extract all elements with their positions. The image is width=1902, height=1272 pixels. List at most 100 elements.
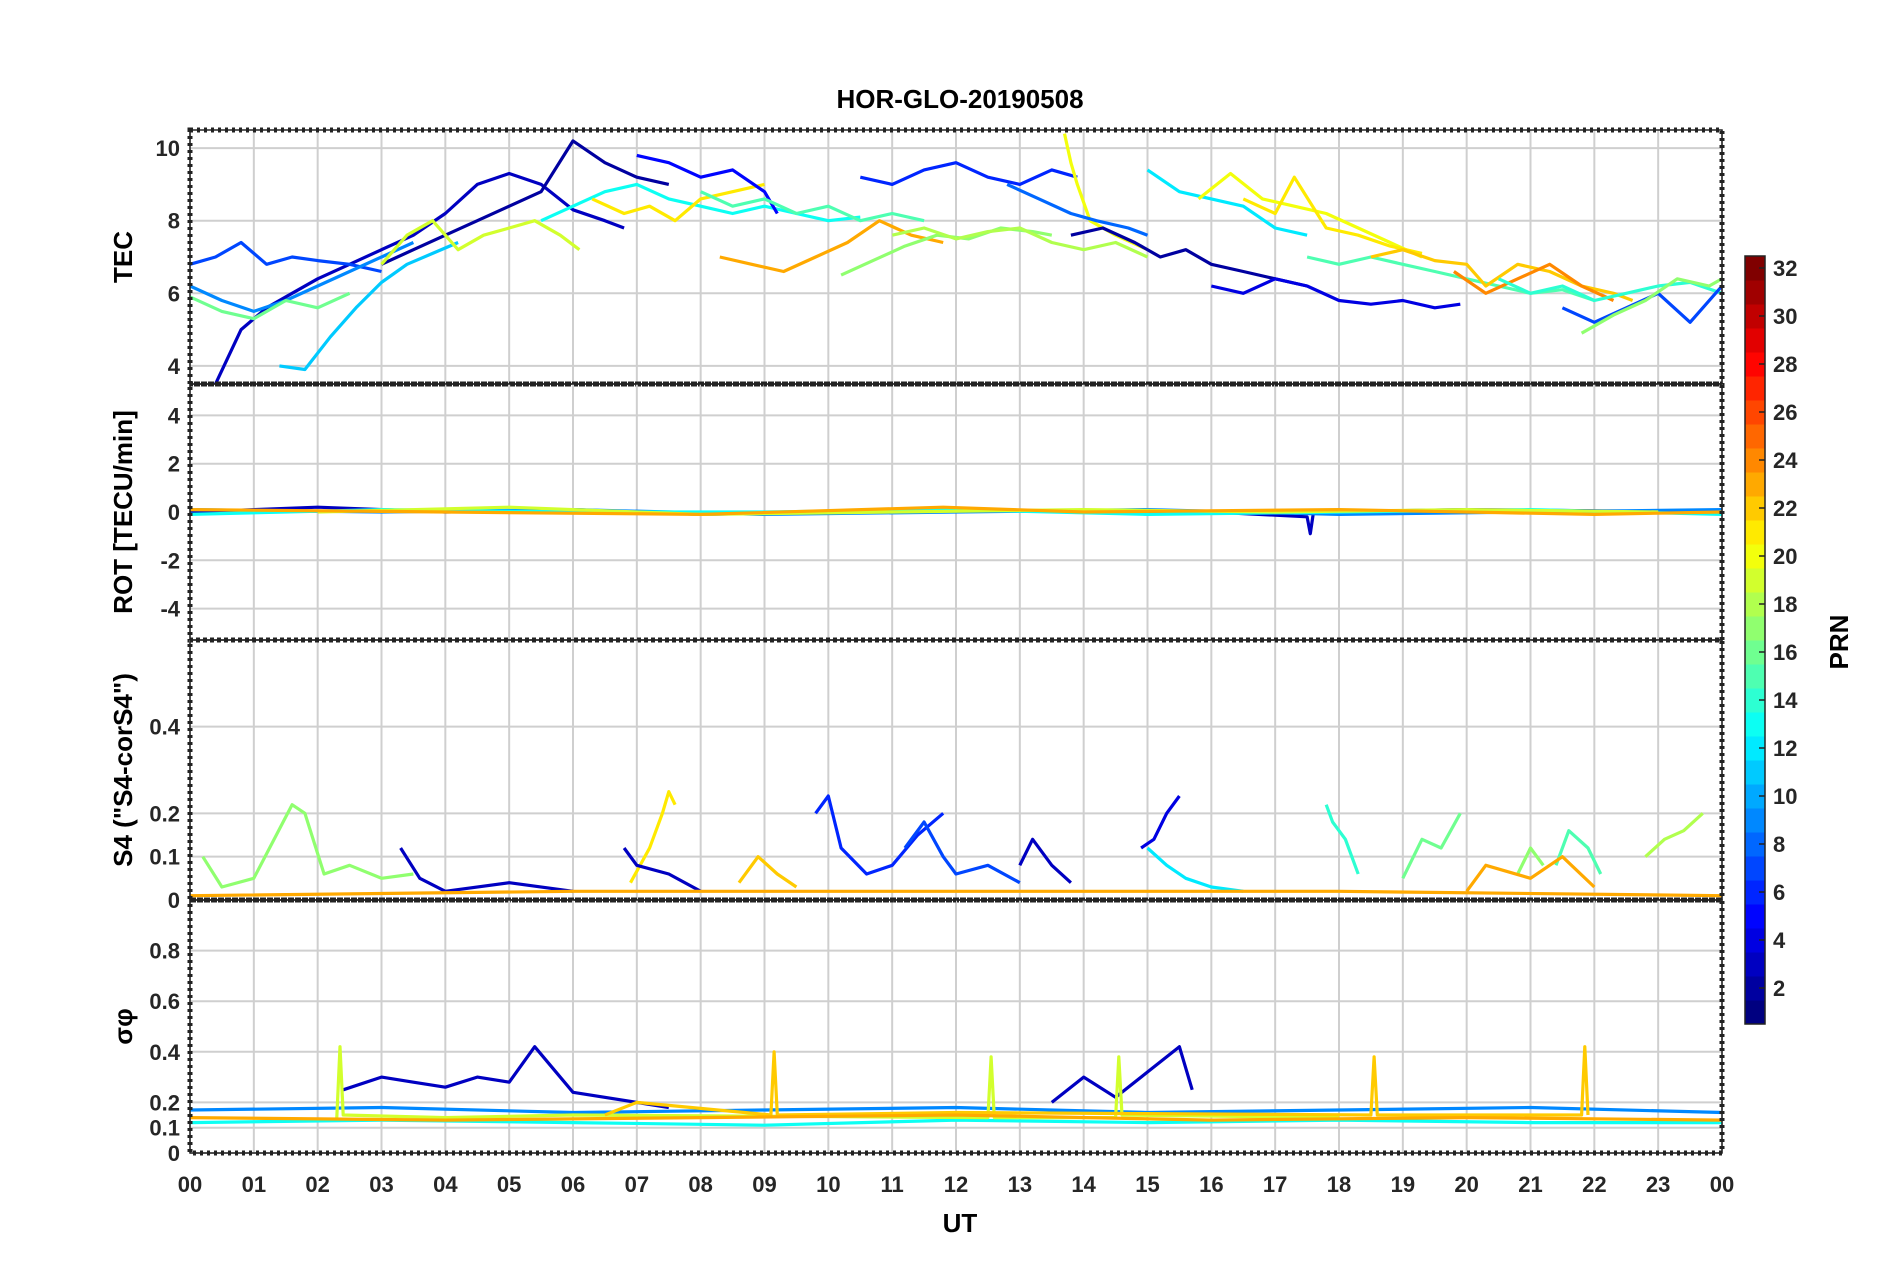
- series-line-prn-6: [859, 161, 1078, 186]
- colorbar-tick-label: 10: [1773, 784, 1797, 809]
- series-line-prn-12: [1146, 168, 1308, 237]
- series-line-prn-6: [814, 794, 945, 876]
- y-axis-label: TEC: [108, 231, 138, 283]
- series-line-prn-3: [1050, 1045, 1194, 1104]
- series-line-prn-9: [190, 241, 415, 313]
- colorbar-swatch: [1745, 856, 1765, 881]
- colorbar-swatch: [1745, 424, 1765, 449]
- colorbar-tick-label: 18: [1773, 592, 1797, 617]
- colorbar-swatch: [1745, 520, 1765, 545]
- colorbar-tick-label: 12: [1773, 736, 1797, 761]
- series-line-prn-5: [636, 153, 779, 215]
- x-tick-label: 05: [497, 1172, 521, 1197]
- x-tick-label: 06: [561, 1172, 585, 1197]
- y-tick-label: -2: [160, 548, 180, 573]
- series-line-prn-17: [1580, 277, 1722, 335]
- colorbar-swatch: [1745, 328, 1765, 353]
- colorbar-swatch: [1745, 304, 1765, 329]
- series-group: [190, 1045, 1722, 1127]
- colorbar-swatch: [1745, 664, 1765, 689]
- y-tick-label: 0.8: [149, 939, 180, 964]
- series-line-prn-9: [190, 1105, 1722, 1115]
- series-line-prn-7: [903, 820, 1021, 885]
- colorbar-swatch: [1745, 544, 1765, 569]
- y-tick-label: 0.1: [149, 1116, 180, 1141]
- colorbar-tick-label: 8: [1773, 832, 1785, 857]
- colorbar-swatch: [1745, 784, 1765, 809]
- y-tick-label: -4: [160, 597, 180, 622]
- x-tick-label: 03: [369, 1172, 393, 1197]
- colorbar-swatch: [1745, 976, 1765, 1001]
- x-tick-label: 07: [625, 1172, 649, 1197]
- colorbar-swatch: [1745, 712, 1765, 737]
- series-line-prn-2: [380, 139, 670, 266]
- panel-2: 0 0.1 0.2 0.4 S4 ("S4-corS4"): [108, 637, 1725, 913]
- series-line-prn-15: [1554, 829, 1603, 875]
- colorbar-swatch: [1745, 280, 1765, 305]
- colorbar-tick-label: 16: [1773, 640, 1797, 665]
- series-line-prn-3: [214, 171, 625, 384]
- series-line-prn-7: [190, 240, 382, 274]
- colorbar-swatch: [1745, 496, 1765, 521]
- series-line-prn-21: [591, 182, 765, 223]
- series-line-prn-7: [1561, 284, 1722, 324]
- series-line-prn-13: [540, 182, 861, 223]
- series-line-prn-16: [1401, 812, 1462, 880]
- colorbar-tick-label: 22: [1773, 496, 1797, 521]
- series-line-prn-19: [380, 219, 581, 266]
- series-line-prn-23: [190, 889, 1722, 898]
- x-tick-label: 00: [1710, 1172, 1734, 1197]
- series-line-prn-21: [629, 790, 677, 884]
- series-line-prn-3: [342, 1045, 670, 1110]
- colorbar-swatch: [1745, 808, 1765, 833]
- series-line-prn-23: [190, 1113, 1722, 1122]
- colorbar-swatch: [1745, 256, 1765, 281]
- x-tick-label: 01: [242, 1172, 266, 1197]
- colorbar-swatch: [1745, 376, 1765, 401]
- y-tick-label: 0: [168, 1141, 180, 1166]
- colorbar-tick-label: 24: [1773, 448, 1798, 473]
- colorbar-swatch: [1745, 688, 1765, 713]
- colorbar-tick-label: 4: [1773, 928, 1786, 953]
- colorbar-swatch: [1745, 880, 1765, 905]
- colorbar-swatch: [1745, 448, 1765, 473]
- series-line-prn-19: [335, 1045, 1340, 1120]
- x-tick-label: 10: [816, 1172, 840, 1197]
- y-tick-label: 10: [156, 136, 180, 161]
- series-line-prn-4: [1210, 277, 1461, 310]
- y-tick-label: 0: [168, 888, 180, 913]
- series-line-prn-23: [190, 505, 1722, 517]
- colorbar-tick-label: 2: [1773, 976, 1785, 1001]
- y-tick-label: 0.2: [149, 1090, 180, 1115]
- y-axis-label: σφ: [108, 1008, 138, 1044]
- series-line-prn-16: [190, 291, 351, 321]
- x-tick-label: 04: [433, 1172, 458, 1197]
- x-tick-label: 20: [1454, 1172, 1478, 1197]
- panel-1: -4 -2 0 2 4 ROT [TECU/min]: [108, 381, 1725, 643]
- panel-border: [189, 899, 1723, 1154]
- x-tick-label: 15: [1135, 1172, 1159, 1197]
- colorbar-swatch: [1745, 400, 1765, 425]
- series-line-prn-22: [737, 855, 798, 889]
- series-line-prn-3: [399, 847, 574, 893]
- series-line-prn-8: [1006, 182, 1149, 237]
- x-tick-label: 23: [1646, 1172, 1670, 1197]
- y-tick-label: 4: [168, 354, 181, 379]
- x-tick-label: 17: [1263, 1172, 1287, 1197]
- series-line-prn-4: [1140, 795, 1181, 850]
- y-axis-label: ROT [TECU/min]: [108, 410, 138, 614]
- colorbar-swatch: [1745, 352, 1765, 377]
- series-line-prn-18: [891, 226, 1149, 259]
- colorbar-swatch: [1745, 736, 1765, 761]
- colorbar-tick-label: 6: [1773, 880, 1785, 905]
- colorbar-tick-label: 30: [1773, 304, 1797, 329]
- colorbar-swatch: [1745, 928, 1765, 953]
- series-line-prn-12: [1146, 846, 1244, 893]
- colorbar-swatch: [1745, 760, 1765, 785]
- x-tick-label: 19: [1391, 1172, 1415, 1197]
- colorbar-border: [1744, 255, 1766, 1025]
- x-tick-label: 02: [305, 1172, 329, 1197]
